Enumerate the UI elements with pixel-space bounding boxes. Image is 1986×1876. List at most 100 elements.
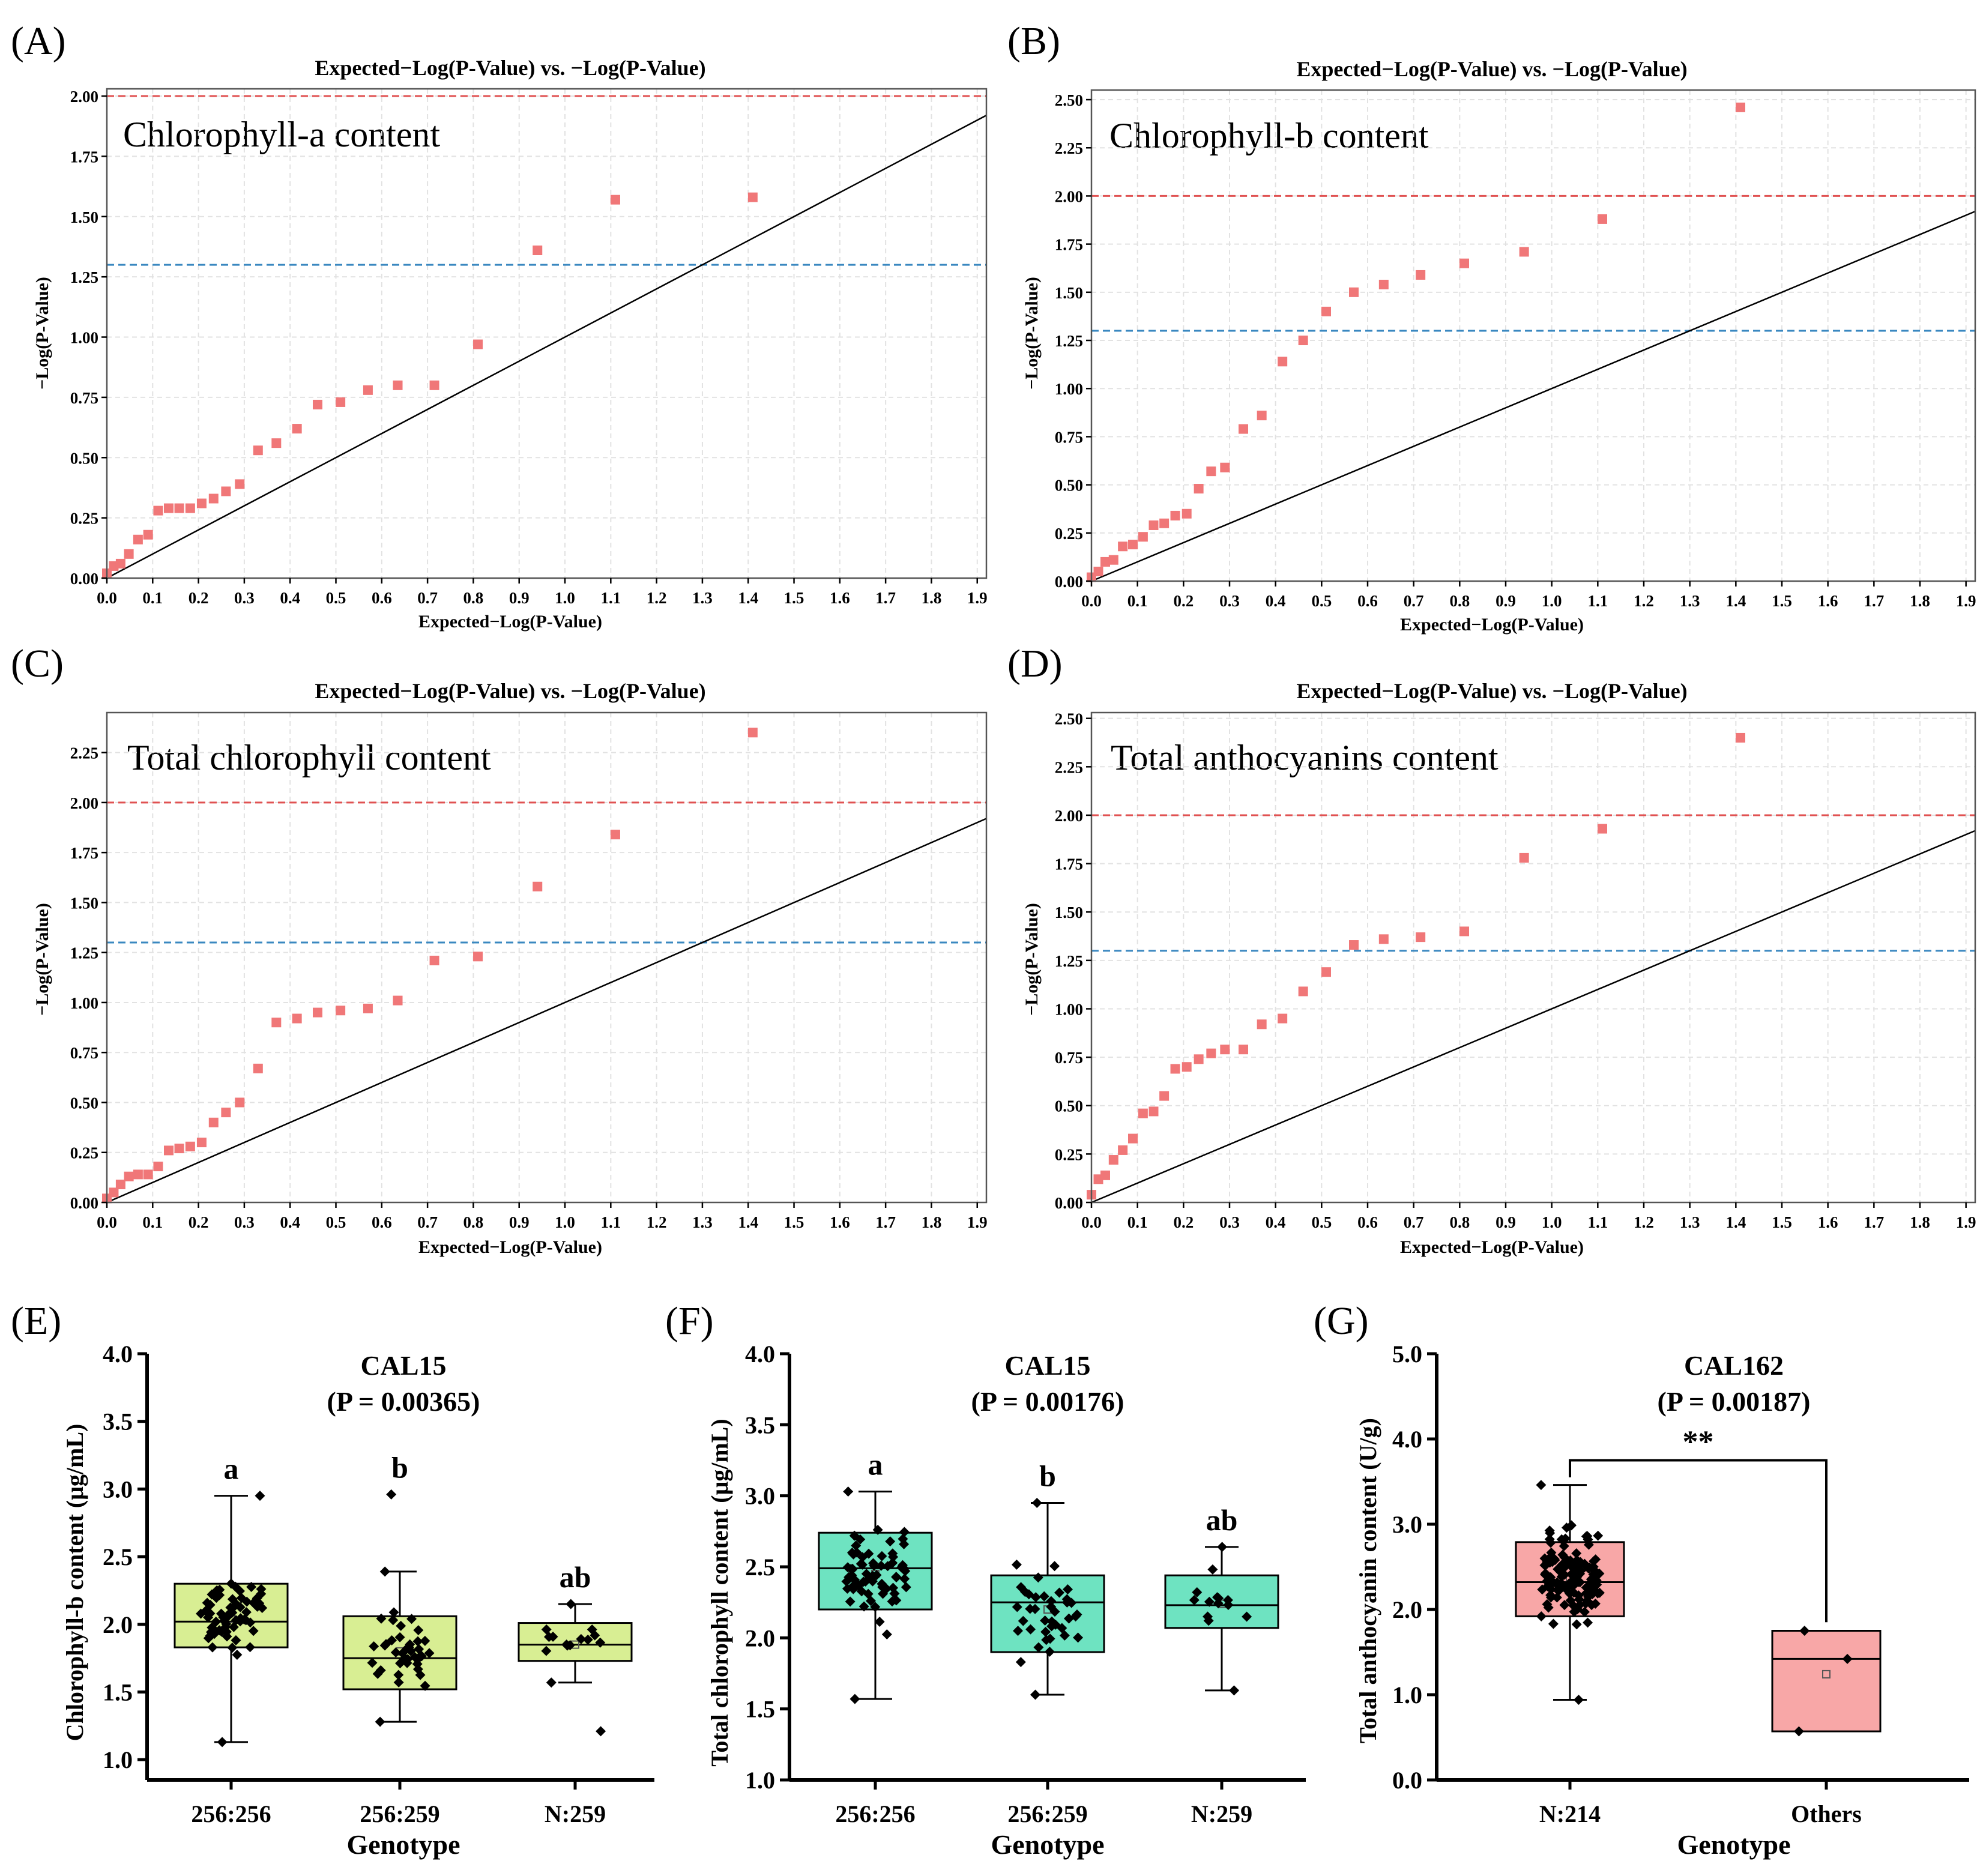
qq-point [1378,934,1389,944]
y-axis-label: Chlorophyll-b content (μg/mL) [61,1424,88,1742]
y-tick-label: 5.0 [1392,1341,1422,1368]
x-tick-label: 0.6 [372,589,392,607]
y-tick-label: 2.25 [1055,139,1083,157]
qq-panel-d: (D) Expected−Log(P-Value) vs. −Log(P-Val… [1007,642,1976,1257]
x-tick-label: 0.9 [509,1213,530,1231]
y-tick-label: 1.50 [1055,284,1083,302]
x-tick-label: 0.7 [417,589,438,607]
qq-point [221,486,231,496]
qq-point [473,339,483,349]
x-tick-label: 0.7 [417,1213,438,1231]
qq-point [533,245,543,255]
qq-point [1349,940,1359,950]
y-tick-label: 1.50 [1055,903,1083,921]
x-tick-label: 1.0 [1542,592,1562,610]
x-axis-label: Genotype [346,1829,460,1860]
x-tick-label: 0.6 [372,1213,392,1231]
y-tick-label: 1.75 [1055,855,1083,873]
y-tick-label: 0.75 [70,389,98,407]
x-tick-label: 1.9 [967,589,988,607]
qq-point [174,1144,184,1154]
x-tick-label: 1.1 [600,1213,621,1231]
qq-point [115,558,125,569]
x-tick-label: 0.2 [1173,592,1194,610]
x-tick-label: 1.8 [1910,1213,1930,1231]
y-tick-label: 1.50 [70,894,98,912]
x-tick-label: 0.9 [1496,592,1516,610]
y-tick-label: 1.0 [1392,1681,1422,1709]
x-tick-label: 1.1 [600,589,621,607]
reference-diagonal [106,115,987,579]
qq-point [133,534,143,544]
x-tick-label: 0.8 [463,589,484,607]
y-tick-label: 0.50 [70,449,98,467]
plot-frame [106,711,988,1204]
y-tick-label: 2.00 [70,88,98,106]
marker-title: CAL15 [1004,1350,1090,1381]
x-tick-label: 1.7 [875,589,896,607]
trait-label: Total chlorophyll content [127,738,491,777]
y-tick-label: 0.25 [1055,525,1083,543]
qq-panel-b: (B) Expected−Log(P-Value) vs. −Log(P-Val… [1007,19,1976,635]
y-tick-label: 3.5 [103,1408,133,1435]
box-panel-f: (F) CAL15 (P = 0.00176) Genotype Total c… [665,1299,1306,1860]
y-tick-label: 1.00 [1055,380,1083,398]
qq-point [1736,732,1745,743]
qq-point [1257,411,1267,421]
qq-point [1138,1108,1148,1118]
x-tick-label: 1.6 [1818,1213,1838,1231]
p-value-label: (P = 0.00176) [971,1386,1124,1417]
y-tick-label: 0.75 [70,1044,98,1062]
plot-frame [1090,89,1976,582]
x-tick-label: 0.0 [1081,592,1102,610]
qq-point [1736,102,1745,112]
x-tick-label: N:259 [545,1800,606,1827]
x-tick-label: 0.2 [189,589,209,607]
x-axis-label: Genotype [991,1829,1104,1860]
x-tick-label: 1.9 [1956,1213,1976,1231]
box-iqr [1771,1630,1882,1733]
significance-letter: ab [1206,1503,1238,1537]
x-tick-label: 1.6 [830,589,850,607]
qq-point [429,380,439,390]
qq-point [1321,967,1331,977]
x-tick-label: 0.4 [1266,1213,1286,1231]
y-tick-label: 2.00 [70,794,98,812]
x-tick-label: 0.3 [234,589,255,607]
y-tick-label: 1.5 [103,1678,133,1706]
panel-label: (C) [11,642,64,686]
x-tick-label: 0.8 [1449,592,1470,610]
marker-title: CAL15 [360,1350,446,1381]
y-tick-label: 1.00 [70,329,98,347]
panel-label: (F) [665,1299,714,1343]
qq-point [1108,555,1118,565]
y-tick-label: 0.00 [70,1194,98,1212]
qq-panel-a: (A) Expected−Log(P-Value) vs. −Log(P-Val… [11,19,988,632]
y-tick-label: 4.0 [103,1341,133,1368]
x-tick-label: 0.4 [1266,592,1286,610]
panel-label: (A) [11,19,66,63]
y-tick-label: 0.75 [1055,428,1083,446]
qq-point [153,505,163,516]
qq-point [208,493,219,504]
x-tick-label: 0.0 [97,1213,117,1231]
x-tick-label: 1.0 [1542,1213,1562,1231]
x-tick-label: Others [1791,1800,1862,1827]
qq-point [164,1145,174,1156]
x-tick-label: 0.7 [1404,1213,1424,1231]
qq-point [1118,541,1128,552]
qq-point [429,955,439,965]
significance-letter: b [391,1450,408,1484]
reference-diagonal [1091,830,1976,1204]
significance-stars: ** [1683,1425,1714,1459]
x-tick-label: N:259 [1191,1800,1252,1827]
x-tick-label: 1.4 [738,1213,758,1231]
x-tick-label: 1.4 [1725,592,1746,610]
x-axis-label: Expected−Log(P-Value) [418,1237,602,1257]
y-tick-label: 0.50 [1055,477,1083,495]
reference-diagonal [1091,210,1976,582]
x-tick-label: 1.4 [738,589,758,607]
qq-point [1598,824,1607,834]
qq-point [1182,1062,1192,1072]
y-tick-label: 1.5 [745,1696,775,1723]
